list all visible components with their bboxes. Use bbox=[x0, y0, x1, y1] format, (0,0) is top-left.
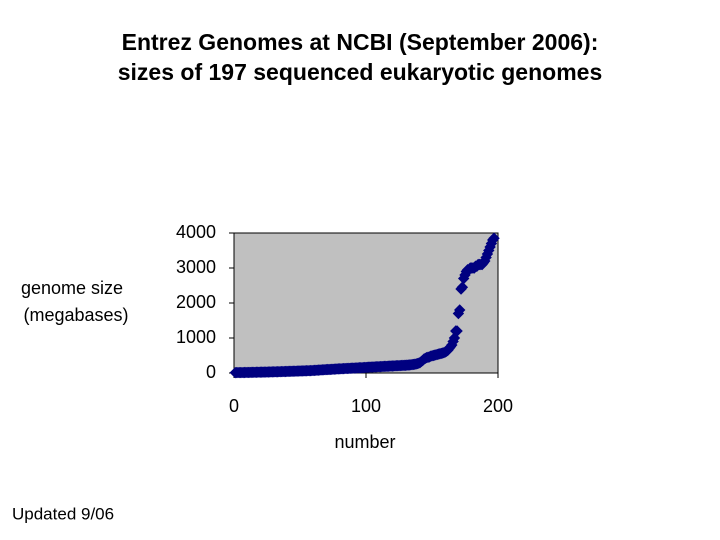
chart-subtitle: sizes of 197 sequenced eukaryotic genome… bbox=[118, 59, 602, 85]
x-tick-label: 200 bbox=[483, 396, 513, 416]
y-tick-label: 2000 bbox=[176, 292, 216, 312]
y-tick-label: 0 bbox=[206, 362, 216, 382]
data-point bbox=[488, 232, 500, 244]
note: Updated 9/06 bbox=[12, 504, 114, 523]
data-point bbox=[454, 304, 466, 316]
y-tick-label: 1000 bbox=[176, 327, 216, 347]
x-tick-label: 100 bbox=[351, 396, 381, 416]
x-tick-label: 0 bbox=[229, 396, 239, 416]
chart-title: Entrez Genomes at NCBI (September 2006): bbox=[122, 29, 599, 55]
y-tick-label: 3000 bbox=[176, 257, 216, 277]
data-point bbox=[456, 281, 469, 293]
y-axis-label: genome size bbox=[21, 278, 123, 298]
y-tick-label: 4000 bbox=[176, 222, 216, 242]
data-point bbox=[451, 325, 463, 337]
y-axis-label: (megabases) bbox=[23, 305, 128, 325]
plot-area bbox=[233, 232, 499, 374]
x-axis-label: number bbox=[334, 432, 395, 452]
